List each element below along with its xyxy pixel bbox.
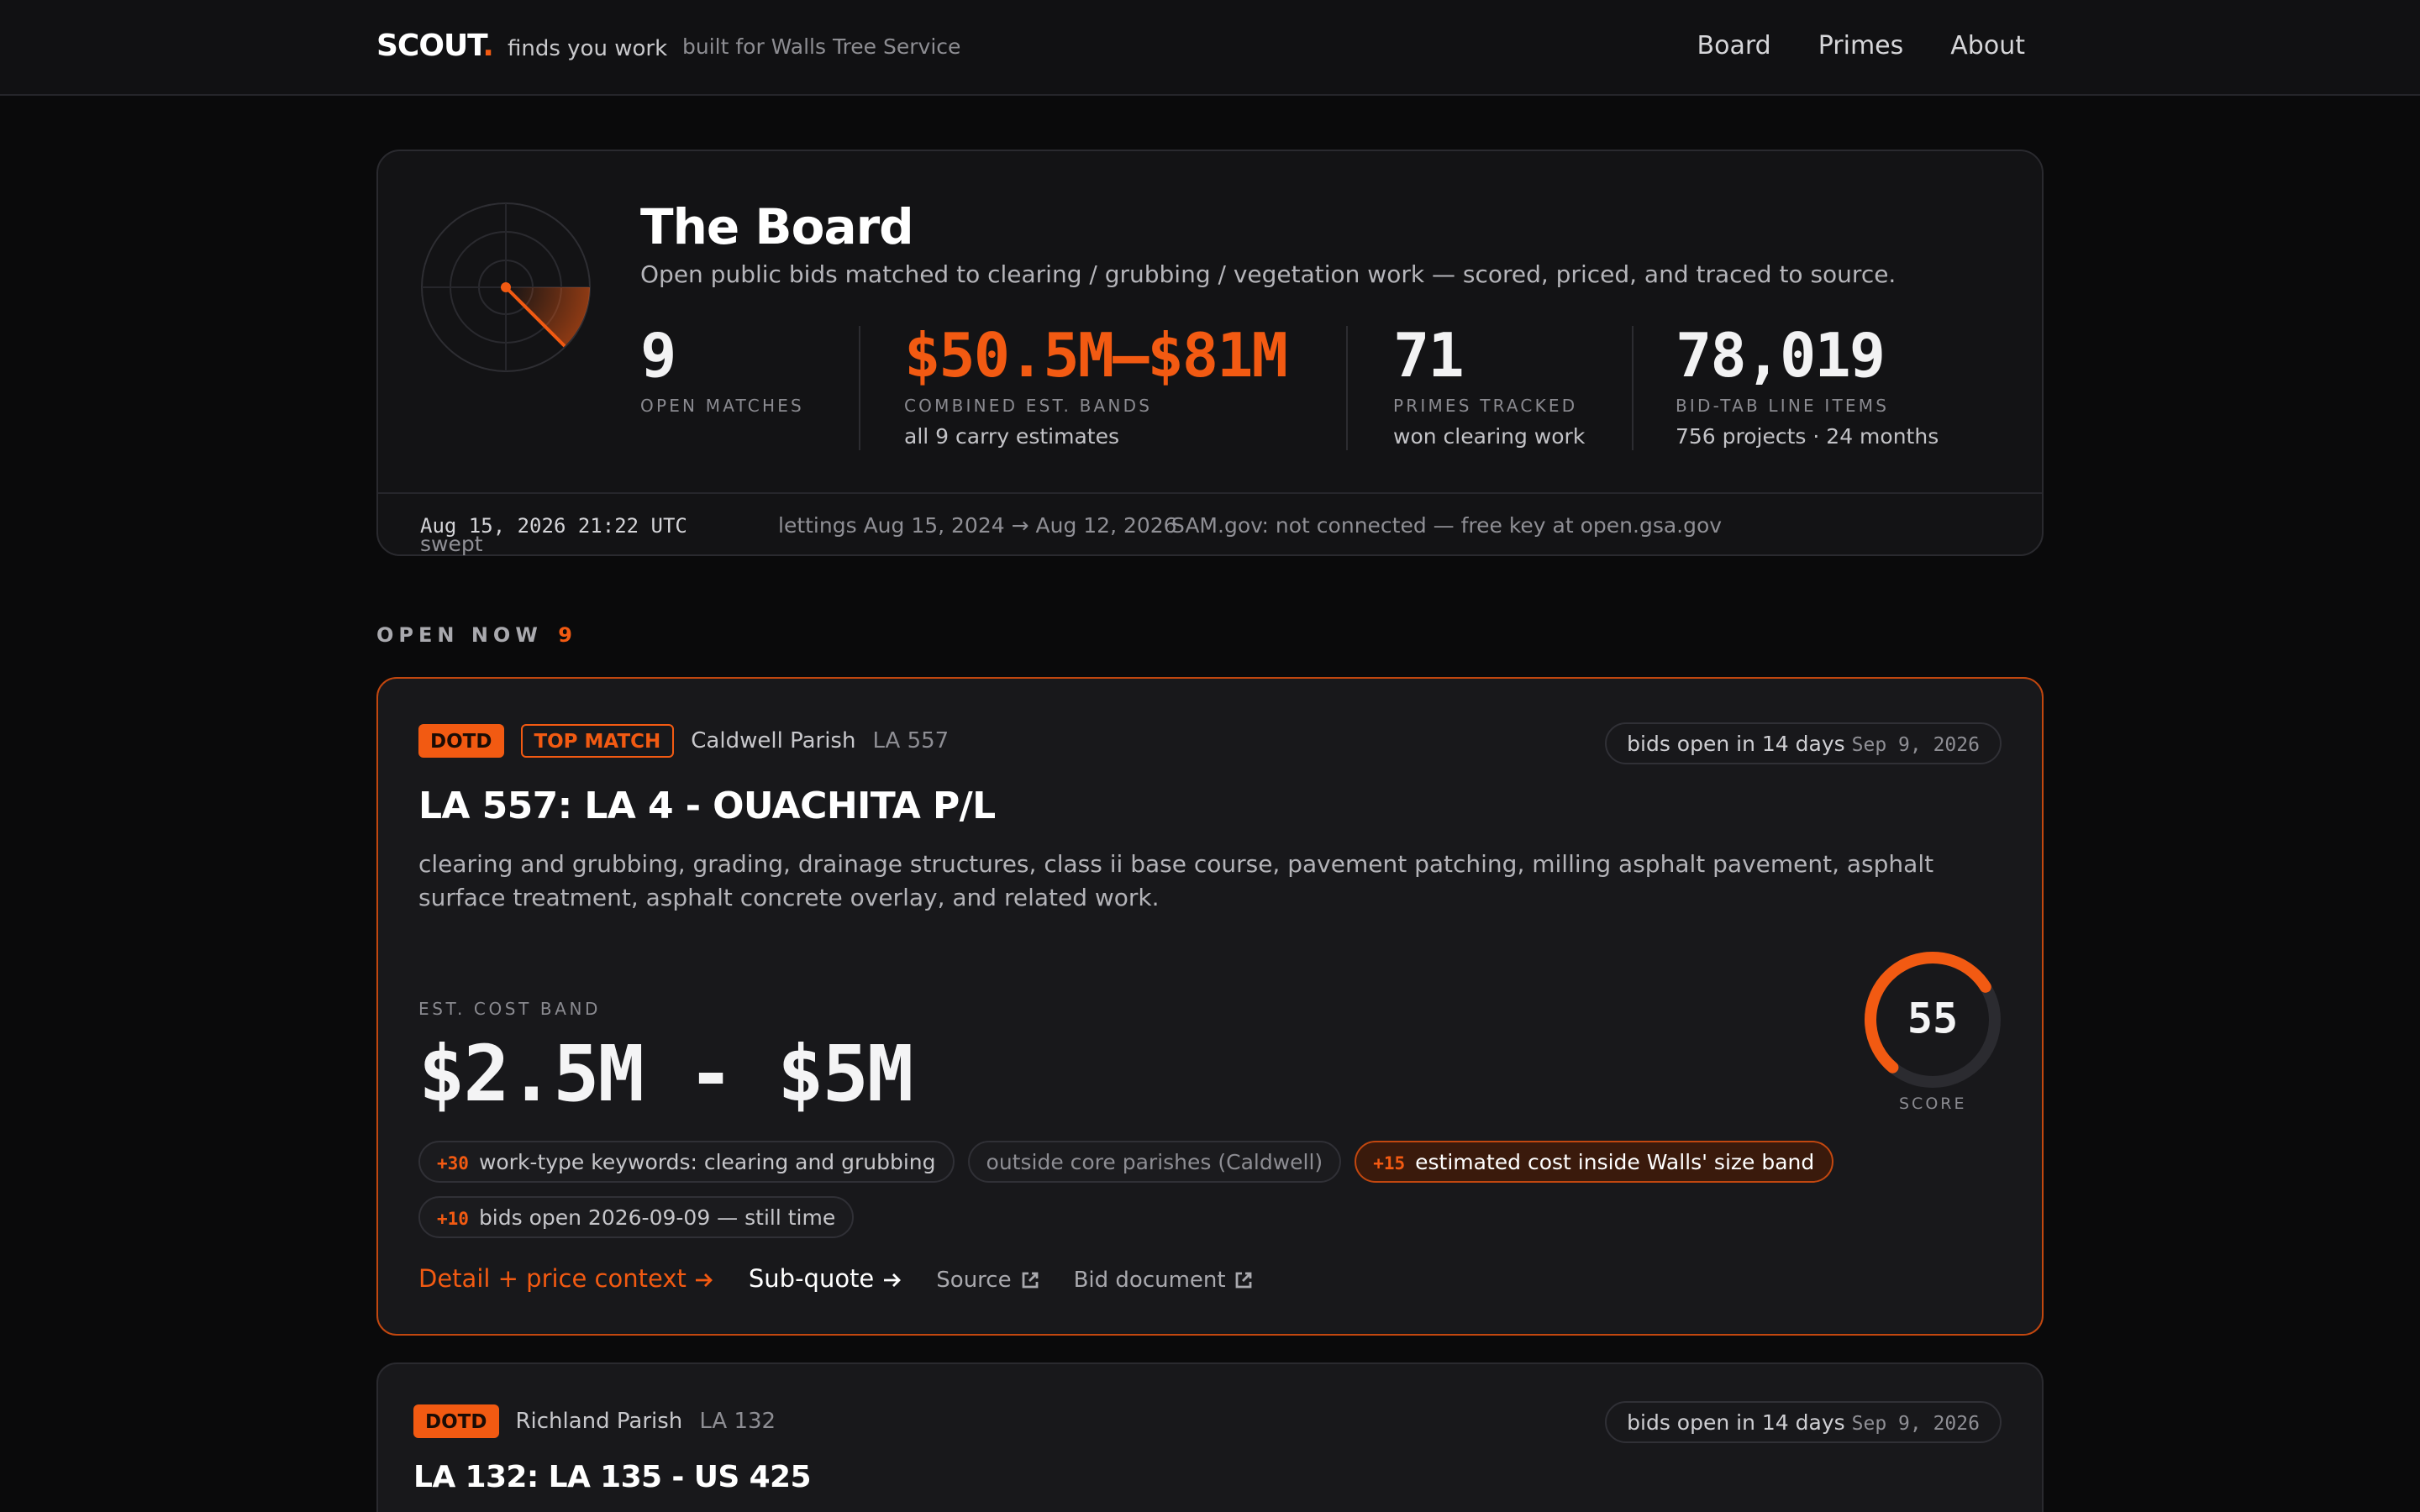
- stat-label: BID-TAB LINE ITEMS: [1676, 398, 1890, 417]
- bid-open: bids open in 14 days: [1627, 1410, 1845, 1435]
- stat-divider: [1632, 326, 1634, 450]
- stat-note: won clearing work: [1393, 423, 1586, 449]
- link-text: Source: [936, 1268, 1012, 1293]
- bid-title: LA 557: LA 4 - OUACHITA P/L: [418, 786, 996, 828]
- agency-badge: DOTD: [413, 1404, 499, 1438]
- stat: 9 OPEN MATCHES: [640, 323, 804, 417]
- reason-text: work-type keywords: clearing and grubbin…: [478, 1149, 936, 1174]
- swept-label: swept: [420, 531, 483, 556]
- score-gauge: 55: [1865, 952, 2001, 1088]
- agency-badge: DOTD: [418, 724, 504, 758]
- reason-pill: +10 bids open 2026-09-09 — still time: [418, 1196, 855, 1238]
- parish: Caldwell Parish: [691, 728, 856, 753]
- stat-value: $50.5M–$81M: [904, 323, 1288, 391]
- bid-title: LA 132: LA 135 - US 425: [413, 1460, 812, 1495]
- bid-open-pill: bids open in 14 days Sep 9, 2026: [1605, 1401, 2002, 1443]
- radar-icon: [421, 202, 591, 372]
- stat: 78,019 BID-TAB LINE ITEMS 756 projects · 2…: [1676, 323, 1939, 449]
- bid-card[interactable]: DOTD Richland Parish LA 132 bids open in…: [376, 1362, 2044, 1512]
- stat: 71 PRIMES TRACKED won clearing work: [1393, 323, 1585, 449]
- reason-points: +15: [1373, 1154, 1406, 1174]
- external-icon: [1236, 1272, 1253, 1289]
- tagline: finds you work: [508, 37, 668, 62]
- parish: Richland Parish: [515, 1409, 683, 1434]
- arrow-icon: [884, 1273, 902, 1287]
- reason-pill: outside core parishes (Caldwell): [967, 1141, 1342, 1183]
- swept-time: Aug 15, 2026 21:22 UTC: [420, 514, 687, 538]
- link-text: Bid document: [1073, 1268, 1226, 1293]
- nav-link[interactable]: About: [1950, 30, 2025, 60]
- route: LA 132: [699, 1409, 776, 1434]
- meta-bar: swept Aug 15, 2026 21:22 UTC lettings Au…: [378, 492, 2042, 556]
- bid-open-pill: bids open in 14 days Sep 9, 2026: [1605, 722, 2002, 764]
- nav: Board Primes About: [1697, 30, 2025, 60]
- swept: swept Aug 15, 2026 21:22 UTC: [420, 512, 687, 556]
- link-text: Detail + price context: [418, 1267, 687, 1294]
- bid-tags: DOTD TOP MATCH Caldwell Parish LA 557: [418, 724, 949, 758]
- bid-link[interactable]: Source: [936, 1268, 1039, 1293]
- hero-subtitle: Open public bids matched to clearing / g…: [640, 262, 1897, 289]
- sam-status: SAM.gov: not connected — free key at ope…: [1171, 512, 1723, 538]
- bid-link[interactable]: Bid document: [1074, 1268, 1255, 1293]
- score-reasons: +30 work-type keywords: clearing and grub…: [418, 1141, 1897, 1238]
- bid-links: Detail + price context Sub-quote Source Bid…: [418, 1267, 1255, 1294]
- reason-points: +30: [437, 1154, 469, 1174]
- bid-date: Sep 9, 2026: [1851, 732, 1980, 756]
- bid-card[interactable]: DOTD TOP MATCH Caldwell Parish LA 557 bi…: [376, 677, 2044, 1336]
- external-icon: [1022, 1272, 1038, 1289]
- stat-value: 71: [1393, 323, 1465, 391]
- score-label: SCORE: [1899, 1095, 1967, 1114]
- section-heading: OPEN NOW 9: [376, 623, 577, 647]
- section-count: 9: [558, 623, 577, 647]
- section-title: OPEN NOW: [376, 623, 543, 647]
- gauge-arc: [1865, 952, 2001, 1088]
- stat-divider: [859, 326, 860, 450]
- stat-divider: [1346, 326, 1348, 450]
- icon-path: [1236, 1272, 1253, 1289]
- route: LA 557: [872, 728, 950, 753]
- reason-points: +10: [437, 1210, 469, 1230]
- reason-pill: +30 work-type keywords: clearing and grub…: [418, 1141, 955, 1183]
- built-for: built for Walls Tree Service: [682, 34, 961, 59]
- brand-name: SCOUT: [376, 29, 483, 64]
- cost-band: $2.5M - $5M: [418, 1028, 913, 1119]
- stat-note: 756 projects · 24 months: [1676, 423, 1939, 449]
- icon-path: [1022, 1272, 1038, 1289]
- stat-label: COMBINED EST. BANDS: [904, 398, 1153, 417]
- icon-path: [884, 1273, 902, 1287]
- arrow-icon: [696, 1273, 713, 1287]
- hero-title: The Board: [640, 198, 914, 255]
- lettings: lettings Aug 15, 2024 → Aug 12, 2026: [778, 512, 1177, 538]
- reason-text: bids open 2026-09-09 — still time: [478, 1205, 836, 1230]
- bid-link[interactable]: Detail + price context: [418, 1267, 715, 1294]
- icon-path: [696, 1273, 713, 1287]
- bid-tags: DOTD Richland Parish LA 132: [413, 1404, 776, 1438]
- bid-open: bids open in 14 days: [1627, 731, 1845, 756]
- score-value: 55: [1907, 995, 1958, 1043]
- hero: The Board Open public bids matched to cl…: [376, 150, 2044, 556]
- bid-description: clearing and grubbing, grading, drainage…: [418, 852, 1934, 912]
- top-bar: SCOUT. finds you work built for Walls Tr…: [0, 0, 2420, 96]
- reason-text: outside core parishes (Caldwell): [986, 1149, 1323, 1174]
- bid-date: Sep 9, 2026: [1851, 1411, 1980, 1435]
- stat: $50.5M–$81M COMBINED EST. BANDS all 9 carr…: [904, 323, 1288, 449]
- stat-label: OPEN MATCHES: [640, 398, 804, 417]
- link-text: Sub-quote: [748, 1267, 875, 1294]
- brand-dot: .: [482, 29, 494, 64]
- nav-link[interactable]: Board: [1697, 30, 1771, 60]
- reason-pill: +15 estimated cost inside Walls' size ban…: [1355, 1141, 1833, 1183]
- brand[interactable]: SCOUT.: [376, 29, 494, 64]
- reason-text: estimated cost inside Walls' size band: [1415, 1149, 1815, 1174]
- stat-value: 78,019: [1676, 323, 1886, 391]
- stat-value: 9: [640, 323, 676, 391]
- stat-label: PRIMES TRACKED: [1393, 398, 1578, 417]
- top-match-badge: TOP MATCH: [520, 724, 675, 758]
- nav-link[interactable]: Primes: [1818, 30, 1904, 60]
- cost-label: EST. COST BAND: [418, 1001, 602, 1020]
- bid-link[interactable]: Sub-quote: [749, 1267, 902, 1294]
- stat-note: all 9 carry estimates: [904, 423, 1119, 449]
